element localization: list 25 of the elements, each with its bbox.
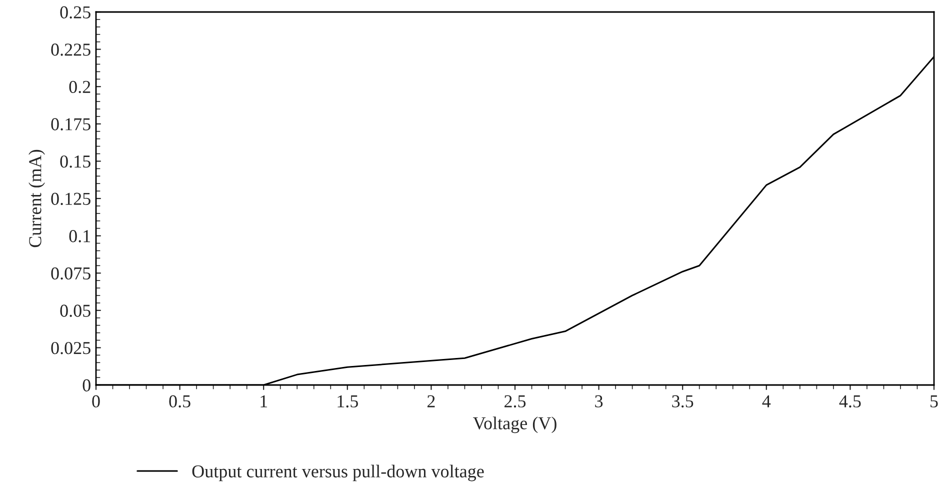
y-tick-label: 0.2 (69, 80, 90, 94)
x-tick-label: 2.5 (504, 395, 526, 408)
x-tick-label: 4 (762, 395, 771, 408)
y-tick-label: 0.125 (51, 192, 90, 206)
x-tick-label: 0.5 (169, 395, 190, 408)
y-tick-label: 0.05 (60, 304, 90, 317)
x-tick-label: 3.5 (672, 395, 694, 408)
x-tick-label: 2 (427, 395, 435, 408)
x-tick-label: 4.5 (839, 395, 861, 408)
y-tick-label: 0.1 (69, 230, 90, 242)
y-tick-label: 0.25 (60, 6, 90, 19)
y-tick-label: 0.025 (51, 342, 90, 354)
y-tick-label: 0.175 (51, 118, 90, 130)
x-axis-title: Voltage (V) (473, 416, 556, 434)
y-tick-label: 0.075 (51, 267, 90, 280)
y-tick-label: 0 (82, 379, 90, 392)
legend-label: Output current versus pull-down voltage (192, 464, 484, 482)
y-tick-label: 0.225 (51, 44, 90, 56)
x-tick-label: 0 (92, 395, 100, 408)
x-tick-label: 5 (930, 395, 938, 408)
x-tick-label: 1.5 (338, 395, 358, 408)
y-axis-title: Current (mA) (28, 150, 45, 248)
y-tick-label: 0.15 (60, 155, 90, 168)
x-tick-label: 3 (595, 395, 603, 408)
x-tick-label: 1 (260, 395, 268, 408)
